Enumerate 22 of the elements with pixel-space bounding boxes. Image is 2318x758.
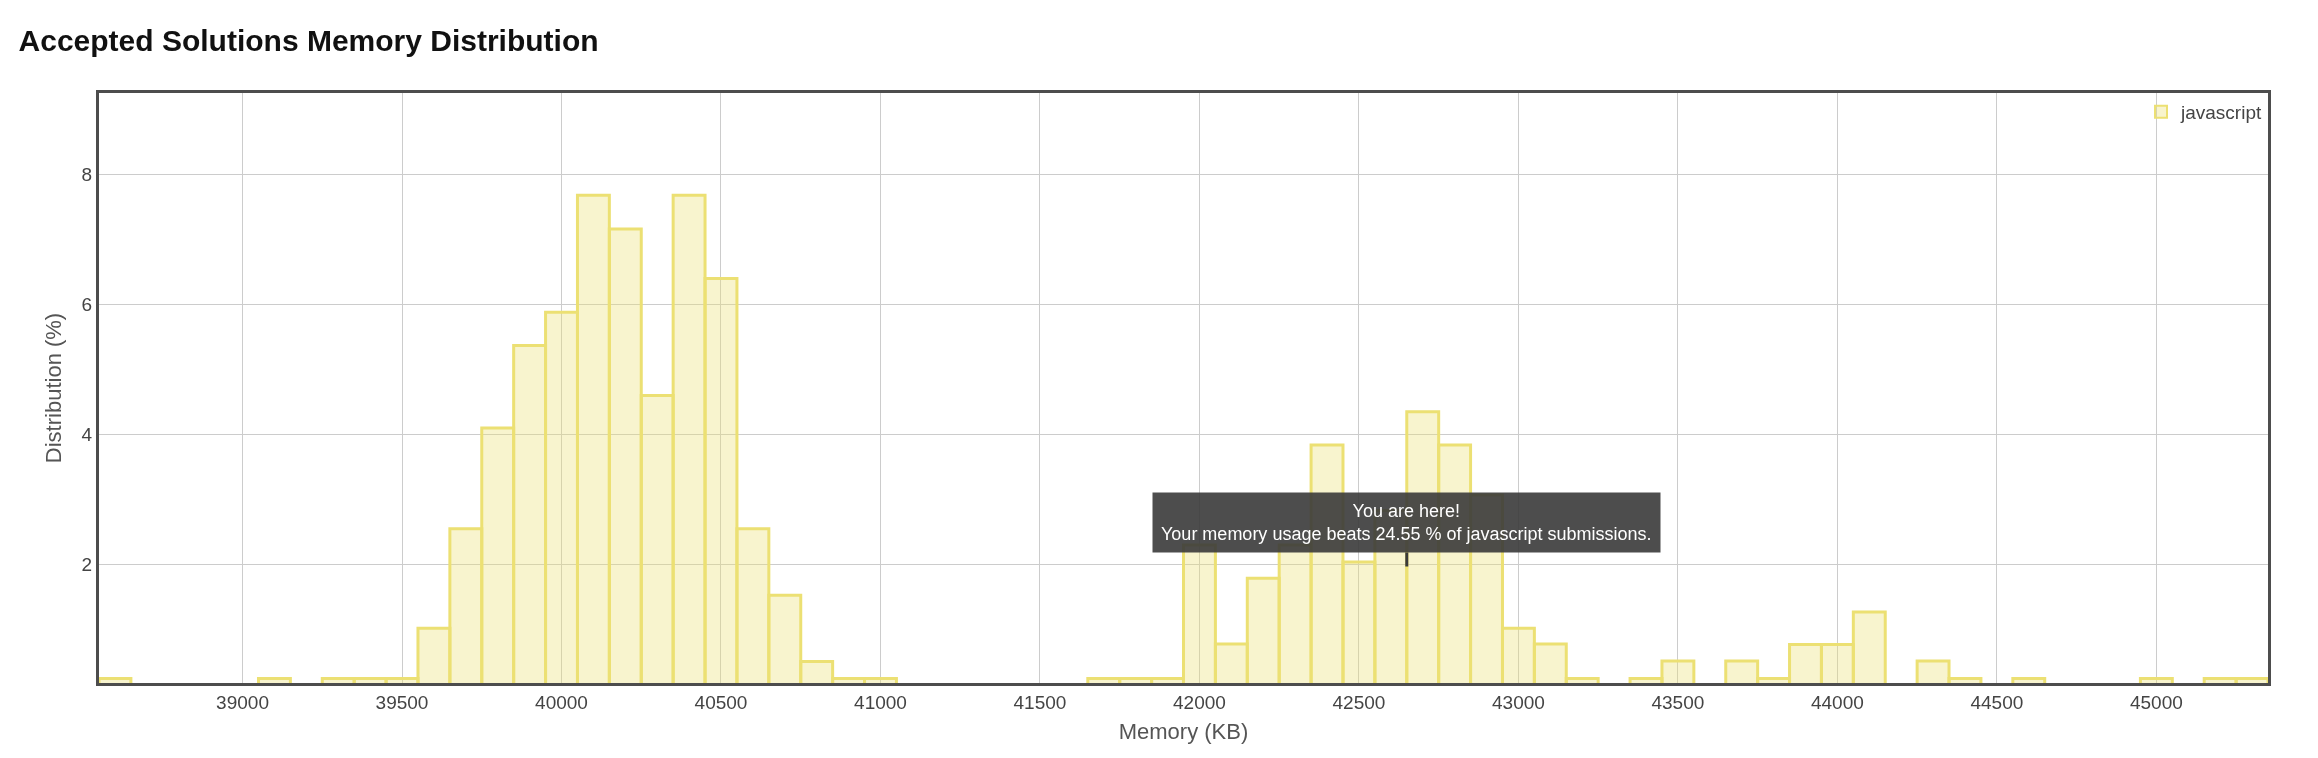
x-tick-label: 44500 [1970,691,2024,713]
y-tick-label: 2 [81,554,93,576]
x-tick-label: 43500 [1651,691,1705,713]
y-tick-label: 6 [81,294,93,316]
x-axis-title: Memory (KB) [1118,718,1249,744]
chart-title: Accepted Solutions Memory Distribution [18,24,599,58]
x-tick-label: 41500 [1013,691,1067,713]
x-tick-label: 41000 [854,691,907,713]
x-tick-label: 43000 [1492,691,1545,713]
x-tick-label: 42500 [1332,691,1386,713]
x-tick-label: 44000 [1810,691,1864,713]
annotation: You are here! Your memory usage beats 24.55 % of javascript submissions. [1161,501,1652,545]
x-tick-label: 40500 [694,691,748,713]
y-tick-label: 8 [81,163,93,185]
x-tick-label: 42000 [1173,691,1226,713]
x-tick-label: 39500 [375,691,429,713]
legend-label: javascript [2180,102,2262,124]
x-tick-label: 39000 [216,691,269,713]
x-tick-label: 40000 [535,691,588,713]
y-axis-title: Distribution (%) [41,312,67,464]
x-tick-label: 45000 [2129,691,2183,713]
y-tick-label: 4 [81,424,93,446]
